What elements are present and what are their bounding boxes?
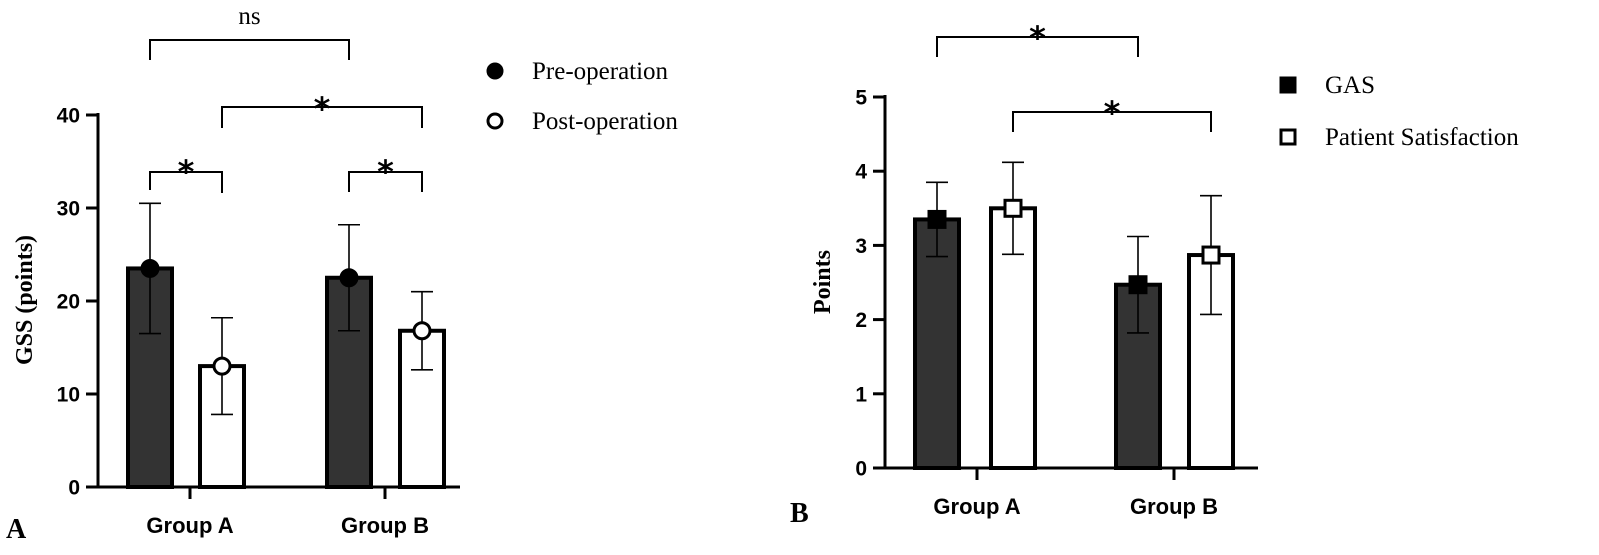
y-tick-label: 0 (68, 477, 80, 500)
data-point-marker (140, 258, 160, 278)
data-point-marker (412, 321, 432, 341)
legend-label: Patient Satisfaction (1325, 124, 1519, 151)
significance-bracket (936, 36, 1139, 57)
chart-panel-B: 0 1 2 3 4 5 Group A Group B Points B * * GAS Patient … (790, 19, 1519, 529)
data-point-marker (1003, 198, 1023, 218)
significance-label: * (1029, 19, 1046, 57)
y-tick-label: 30 (57, 198, 80, 221)
significance-label: * (377, 153, 394, 191)
y-axis-title: GSS (points) (12, 235, 38, 365)
significance-label: * (178, 153, 195, 191)
y-tick-label: 1 (855, 383, 867, 406)
legend-marker (1279, 128, 1297, 146)
data-point-marker (1128, 275, 1148, 295)
legend-marker (1279, 76, 1297, 94)
significance-bracket (149, 171, 223, 193)
y-tick-label: 40 (57, 105, 80, 128)
legend-label: Pre-operation (532, 58, 669, 85)
x-category-label: Group B (1130, 494, 1218, 519)
x-category-label: Group A (933, 494, 1020, 519)
legend: Pre-operation Post-operation (486, 58, 678, 135)
significance-label: * (314, 90, 331, 128)
panel-label: A (6, 514, 27, 545)
legend: GAS Patient Satisfaction (1279, 72, 1519, 151)
panel-label: B (790, 498, 809, 529)
chart-panel-A: 0 10 20 30 40 Group A Group B GSS (points) Ans * *… (6, 3, 678, 545)
data-point-marker (1201, 245, 1221, 265)
x-category-label: Group B (341, 513, 429, 538)
x-category-label: Group A (146, 513, 233, 538)
y-axis-title: Points (810, 250, 836, 314)
legend-marker (486, 62, 504, 80)
y-tick-label: 20 (57, 291, 80, 314)
data-point-marker (927, 209, 947, 229)
y-tick-label: 0 (855, 458, 867, 481)
data-point-marker (339, 268, 359, 288)
significance-bracket (348, 171, 423, 192)
y-tick-label: 4 (855, 161, 867, 184)
y-tick-label: 5 (855, 87, 867, 110)
significance-bracket (221, 106, 423, 128)
legend-label: Post-operation (532, 108, 678, 135)
legend-marker (486, 112, 504, 130)
significance-bracket (1012, 111, 1212, 132)
significance-label: ns (238, 3, 260, 30)
y-tick-label: 2 (855, 309, 867, 332)
y-tick-label: 10 (57, 384, 80, 407)
significance-label: * (1104, 94, 1121, 132)
significance-bracket (149, 39, 350, 60)
y-tick-label: 3 (855, 235, 867, 258)
legend-label: GAS (1325, 72, 1375, 99)
data-point-marker (212, 356, 232, 376)
